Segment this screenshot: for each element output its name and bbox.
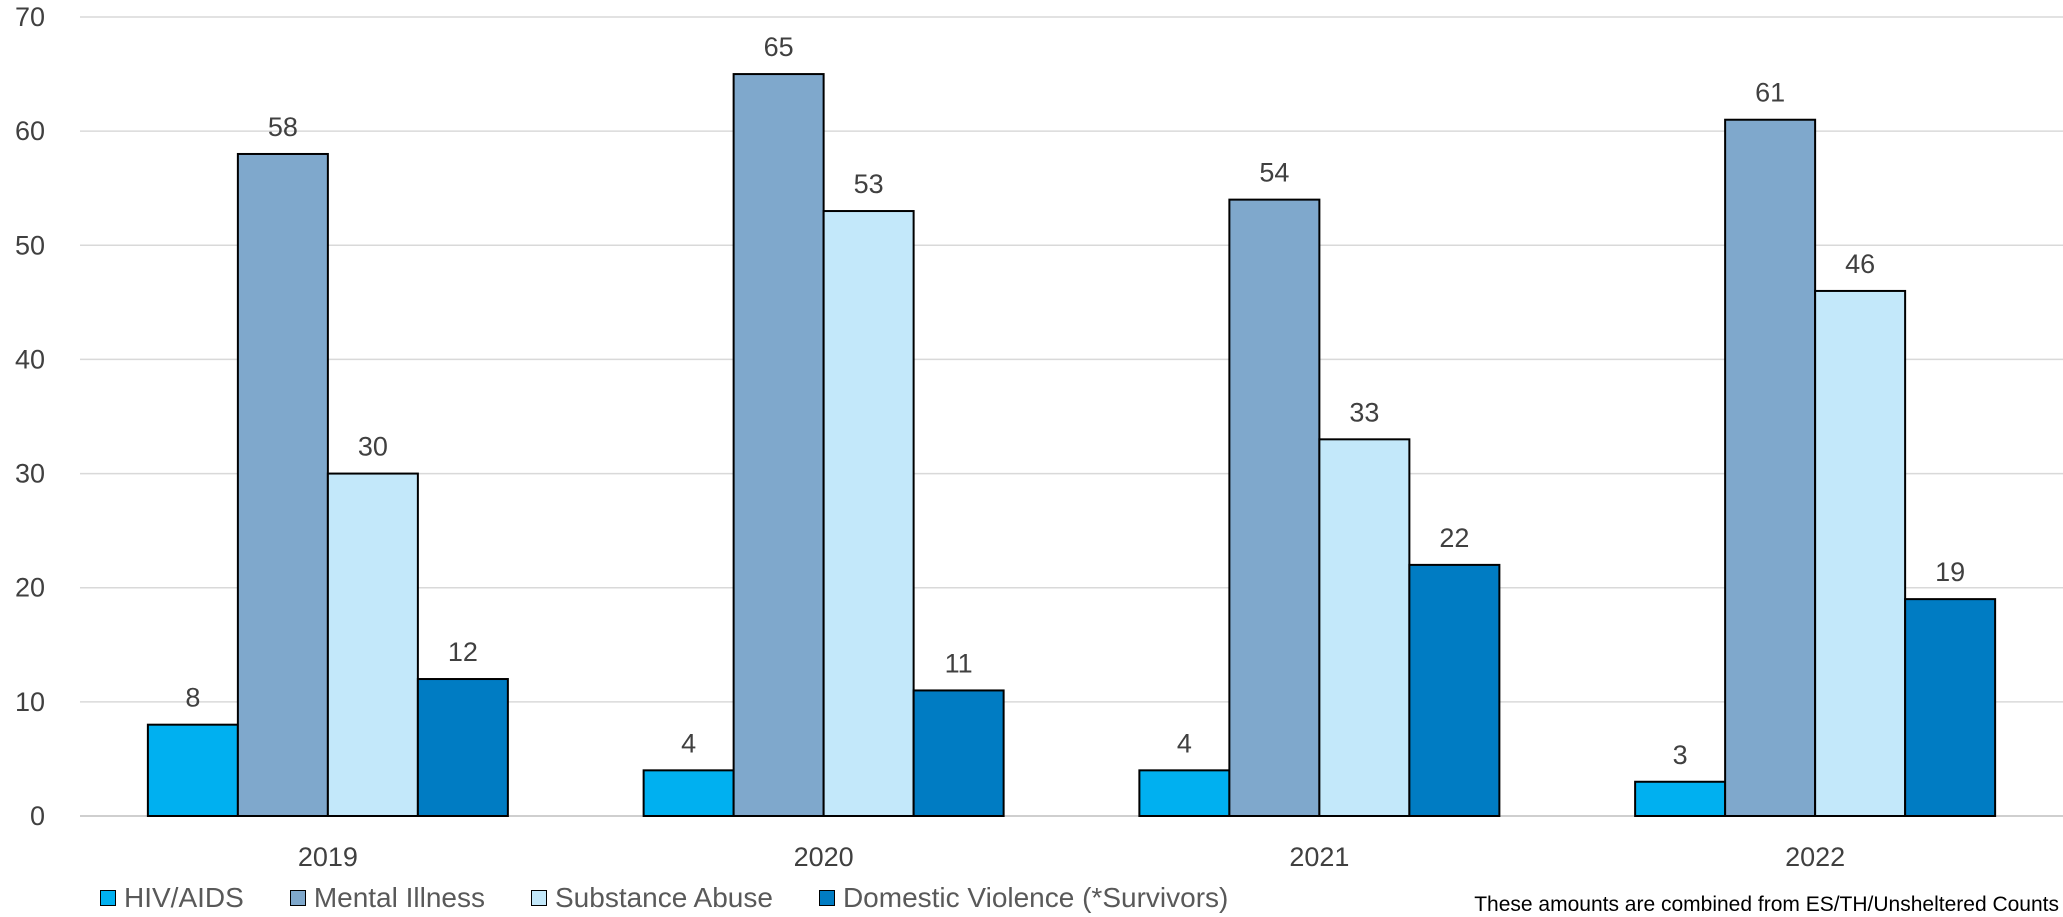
bar (1904, 598, 1997, 818)
data-label: 61 (1755, 78, 1785, 108)
x-tick-label: 2019 (298, 842, 358, 872)
data-label: 19 (1935, 557, 1965, 587)
x-axis-labels: 2019 2020 2021 2022 (298, 842, 1845, 872)
legend-swatch (289, 890, 306, 906)
legend: HIV/AIDS Mental Illness Substance Abuse Dom… (100, 880, 1274, 916)
data-label: 54 (1259, 158, 1289, 188)
chart: 0 10 20 30 40 50 60 70 8 58 30 12 4 65 53 11 4 54 33 22 3 61… (15, 2, 2063, 872)
y-tick-label: 20 (15, 573, 45, 603)
bar (1634, 780, 1727, 817)
y-tick-label: 50 (15, 230, 45, 260)
x-tick-label: 2021 (1289, 842, 1349, 872)
bar (642, 769, 735, 817)
x-tick-label: 2022 (1785, 842, 1845, 872)
data-label: 53 (854, 169, 884, 199)
data-label: 11 (945, 648, 973, 678)
bar (912, 689, 1005, 818)
data-labels: 8 58 30 12 4 65 53 11 4 54 33 22 3 61 46 19 (185, 32, 1965, 770)
data-label: 33 (1349, 397, 1379, 427)
bar (1318, 438, 1411, 817)
legend-label: Substance Abuse (555, 882, 773, 913)
data-label: 30 (358, 432, 388, 462)
y-tick-label: 0 (30, 801, 45, 831)
data-label: 22 (1439, 523, 1469, 553)
bar (1228, 198, 1321, 817)
bar (236, 152, 329, 817)
data-label: 4 (1177, 728, 1192, 758)
data-label: 65 (764, 32, 794, 62)
data-label: 3 (1673, 740, 1688, 770)
legend-label: Mental Illness (313, 882, 485, 913)
bar (146, 723, 239, 818)
bar (1814, 289, 1907, 817)
legend-item: HIV/AIDS (100, 882, 244, 914)
y-tick-label: 70 (15, 2, 45, 32)
y-tick-label: 60 (15, 116, 45, 146)
bar (822, 210, 915, 818)
legend-item: Substance Abuse (531, 882, 773, 914)
x-tick-label: 2020 (794, 842, 854, 872)
legend-item: Mental Illness (289, 882, 485, 914)
bar (1138, 769, 1231, 817)
y-tick-label: 10 (15, 687, 45, 717)
bar (416, 678, 509, 817)
y-tick-label: 30 (15, 459, 45, 489)
legend-label: HIV/AIDS (124, 882, 244, 913)
data-label: 58 (268, 112, 298, 142)
footnote: These amounts are combined from ES/TH/Un… (1474, 893, 2059, 916)
legend-swatch (531, 890, 547, 906)
data-label: 12 (448, 637, 478, 667)
bars (146, 73, 1997, 818)
legend-label: Domestic Violence (*Survivors) (842, 882, 1229, 913)
bar (732, 73, 825, 818)
y-tick-label: 40 (15, 344, 45, 374)
data-label: 4 (681, 728, 696, 758)
legend-swatch (100, 890, 116, 906)
legend-swatch (818, 890, 835, 906)
bar (1724, 118, 1817, 817)
legend-item: Domestic Violence (*Survivors) (818, 882, 1229, 914)
data-label: 46 (1845, 249, 1875, 279)
y-axis-ticks: 0 10 20 30 40 50 60 70 (15, 2, 45, 831)
bar (1408, 563, 1501, 818)
bar (326, 472, 419, 817)
data-label: 8 (185, 683, 200, 713)
